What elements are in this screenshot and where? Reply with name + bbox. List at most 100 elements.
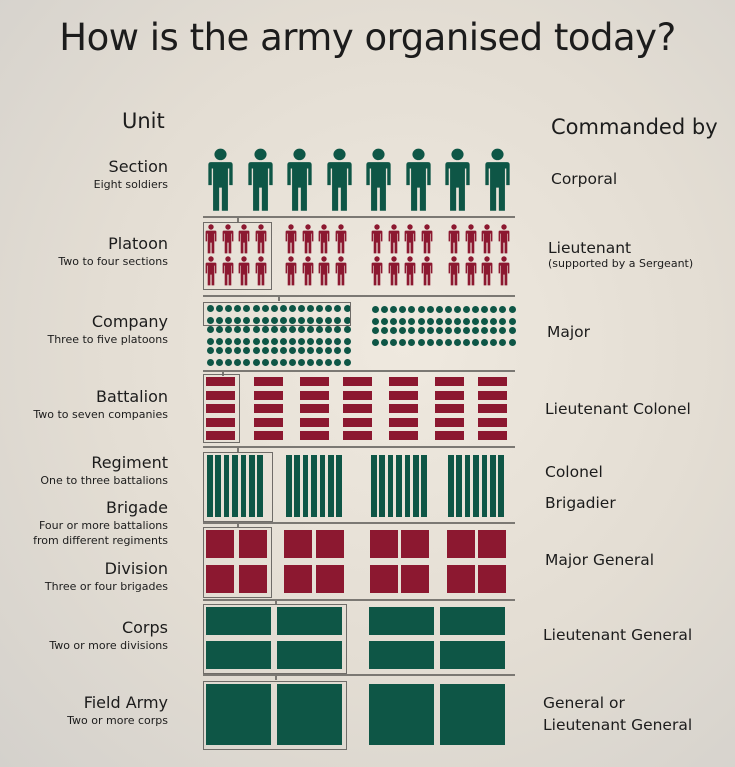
soldier-dot [261,337,269,345]
unit-header: Unit [122,109,165,133]
soldier-icon [222,224,234,254]
soldier-dot [444,306,452,313]
company-bar [343,377,372,386]
soldier-dot [225,358,233,366]
corps-block [440,684,505,745]
soldier-dot [307,347,315,354]
soldier-dot [261,347,269,354]
commander-brigade: Brigadier [545,494,616,512]
soldier-dot [381,317,389,325]
company-bar [478,377,507,386]
company-bar [206,404,235,413]
company-bar [206,431,235,440]
soldier-dot [372,338,379,346]
soldier-dot [207,347,214,354]
battalion-bar [481,455,488,517]
soldier-dot [334,358,342,366]
soldier-icon [448,256,460,286]
soldier-dot [435,306,443,313]
battalion-bar [286,455,292,517]
soldier-dot [481,317,489,325]
soldier-dot [234,358,242,366]
soldier-dot [444,327,452,334]
group-outline [203,604,347,674]
divider-tick [237,522,239,528]
battalion-bar [371,455,377,517]
battalion-bar [413,455,419,517]
label-division: Division Three or four brigades [44,559,168,593]
soldier-dot [472,338,480,346]
soldier-dot [270,305,278,312]
soldier-dot [325,347,333,354]
soldier-dot [279,326,287,333]
battalion-bar [464,455,471,517]
soldier-dot [463,338,470,346]
company-bar [254,417,283,427]
soldier-dot [261,305,269,312]
soldier-dot [316,347,324,354]
corps-block [206,684,271,745]
soldier-dot [252,358,260,366]
soldier-dot [408,306,416,313]
soldier-dot [270,316,278,324]
soldier-dot [490,306,498,313]
divider-line [203,295,515,297]
company-bar [206,390,235,400]
soldier-icon [238,256,250,286]
soldier-dot [298,358,305,366]
soldier-dot [316,358,324,366]
battalion-bar [387,455,394,517]
soldier-dot [508,327,516,334]
soldier-dot [372,317,379,325]
soldier-icon [404,256,416,286]
company-bar [478,390,507,400]
soldier-icon [286,148,313,212]
soldier-icon [371,224,383,254]
division-block [277,607,342,635]
battalion-bar [490,455,496,517]
soldier-dot [325,358,333,366]
divider-line [203,599,515,601]
soldier-dot [481,338,489,346]
soldier-dot [390,327,398,334]
group-outline [203,452,273,522]
soldier-dot [499,306,507,313]
divider-line [203,370,515,372]
brigade-square [284,530,312,558]
division-block [369,607,434,635]
battalion-bar [473,455,479,517]
soldier-icon [498,224,510,254]
soldier-dot [316,337,324,345]
commander-platoon: Lieutenant (supported by a Sergeant) [548,239,694,270]
soldier-dot [325,316,333,324]
soldier-dot [252,326,260,333]
soldier-dot [252,305,260,312]
brigade-square [401,530,429,558]
soldier-dot [316,326,324,333]
soldier-icon [405,148,432,212]
soldier-dot [490,338,498,346]
page-title: How is the army organised today? [59,16,676,59]
company-bar [254,377,283,386]
soldier-icon [388,224,400,254]
soldier-dot [444,317,452,325]
company-bar [343,404,372,413]
soldier-dot [399,317,407,325]
battalion-bar [294,455,300,517]
soldier-dot [343,316,351,324]
brigade-square [239,565,267,593]
soldier-icon [371,256,383,286]
soldier-dot [343,358,351,366]
soldier-dot [490,317,498,325]
brigade-square [401,565,429,593]
company-bar [254,404,283,413]
soldier-dot [207,305,214,312]
soldier-icon [205,224,217,254]
soldier-dot [372,327,379,334]
soldier-dot [426,306,434,313]
battalion-bar [319,455,326,517]
soldier-icon [302,256,314,286]
commander-field-army: General or Lieutenant General [543,694,693,734]
soldier-dot [499,338,507,346]
soldier-icon [255,224,267,254]
